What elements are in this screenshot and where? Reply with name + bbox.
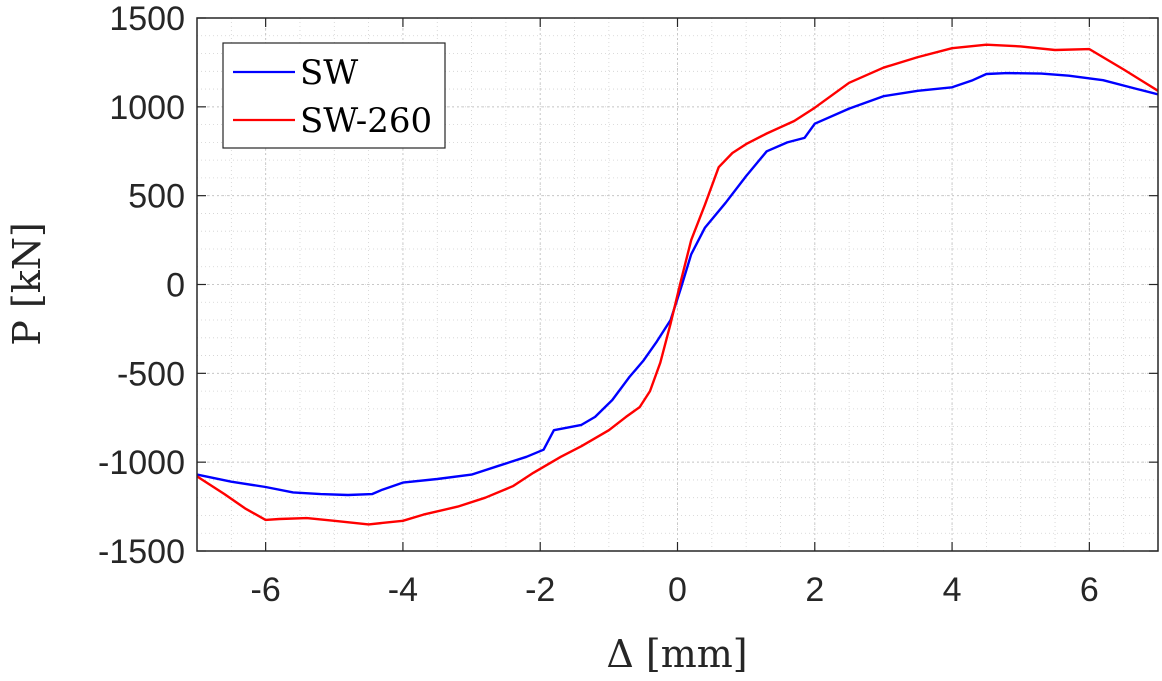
y-tick-label: 1000 bbox=[109, 89, 185, 127]
y-tick-label: 0 bbox=[166, 267, 185, 305]
legend-label-sw-260: SW-260 bbox=[300, 101, 432, 141]
x-tick-label: 6 bbox=[1080, 571, 1099, 609]
x-tick-label: 4 bbox=[943, 571, 962, 609]
y-axis-title: P [kN] bbox=[5, 222, 49, 346]
x-tick-label: 2 bbox=[805, 571, 824, 609]
y-tick-label: -1500 bbox=[98, 533, 185, 571]
x-tick-label: -2 bbox=[525, 571, 555, 609]
x-tick-label: -4 bbox=[388, 571, 418, 609]
x-tick-label: 0 bbox=[668, 571, 687, 609]
y-tick-label: 1500 bbox=[109, 0, 185, 38]
x-axis-title: Δ [mm] bbox=[606, 632, 747, 676]
axis-ticks bbox=[197, 17, 1158, 552]
y-tick-labels: -1500 -1000 -500 0 500 1000 1500 bbox=[98, 0, 185, 571]
y-tick-label: 500 bbox=[128, 178, 185, 216]
x-tick-label: -6 bbox=[251, 571, 281, 609]
y-tick-label: -1000 bbox=[98, 444, 185, 482]
y-tick-label: -500 bbox=[117, 355, 185, 393]
legend-label-sw: SW bbox=[300, 53, 358, 93]
series-lines bbox=[196, 43, 1159, 526]
series-line-sw-260 bbox=[196, 43, 1159, 526]
x-tick-labels: -6 -4 -2 0 2 4 6 bbox=[251, 571, 1099, 609]
legend-box bbox=[222, 42, 446, 149]
legend: SW SW-260 bbox=[222, 42, 446, 149]
